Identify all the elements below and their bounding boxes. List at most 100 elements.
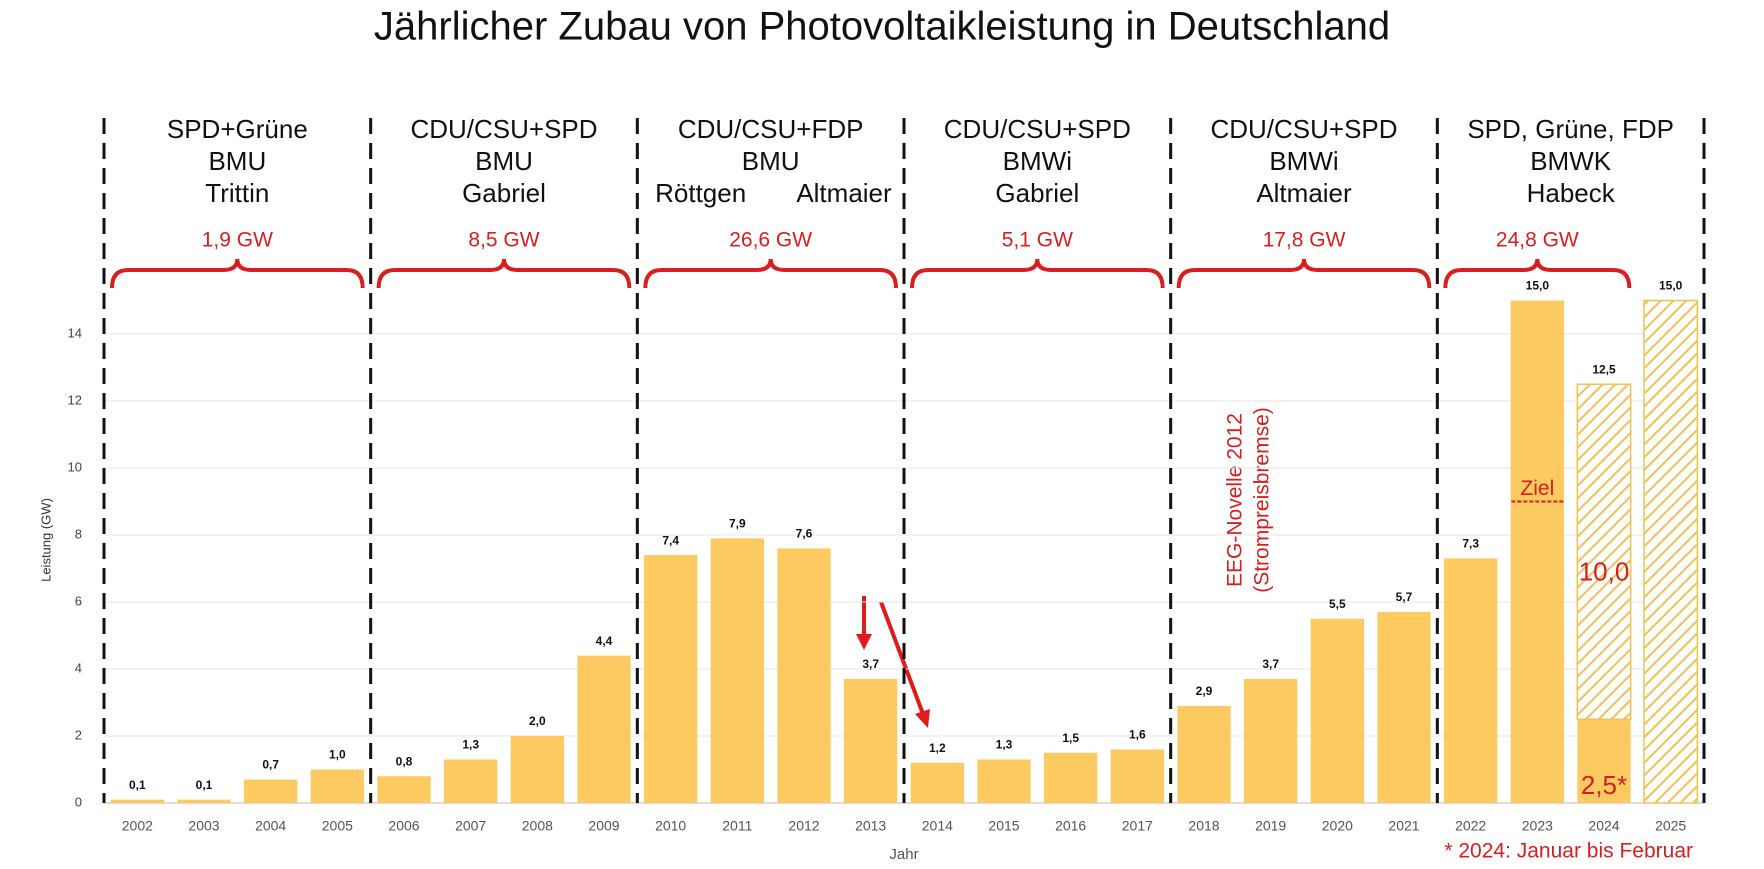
period-text: CDU/CSU+SPD bbox=[410, 114, 597, 144]
value-label: 5,7 bbox=[1396, 590, 1413, 604]
period-text: BMWi bbox=[1003, 146, 1072, 176]
period-text: SPD+Grüne bbox=[167, 114, 308, 144]
x-axis-label: Jahr bbox=[889, 846, 918, 863]
x-tick-label: 2017 bbox=[1122, 818, 1153, 834]
period-text: Altmaier bbox=[1256, 178, 1352, 208]
value-label: 7,4 bbox=[662, 533, 679, 547]
bar bbox=[844, 679, 898, 803]
arrow bbox=[879, 601, 925, 715]
x-tick-label: 2002 bbox=[122, 818, 153, 834]
x-tick-label: 2011 bbox=[722, 818, 752, 834]
brace bbox=[110, 258, 365, 289]
bar bbox=[1310, 618, 1364, 803]
bar bbox=[644, 555, 698, 803]
bar bbox=[310, 769, 364, 803]
bar bbox=[510, 736, 564, 803]
value-label: 15,0 bbox=[1526, 279, 1550, 293]
projected-bar bbox=[1576, 383, 1632, 720]
period-text: Altmaier bbox=[796, 178, 892, 208]
period-text: BMU bbox=[475, 146, 533, 176]
bar bbox=[1244, 679, 1298, 803]
value-label: 2,0 bbox=[529, 714, 546, 728]
bar bbox=[910, 762, 964, 803]
projected-bar bbox=[1643, 299, 1699, 804]
value-label: 0,1 bbox=[196, 778, 213, 792]
value-label: 1,6 bbox=[1129, 728, 1146, 742]
bar bbox=[1044, 752, 1098, 803]
period-text: CDU/CSU+SPD bbox=[1210, 114, 1397, 144]
arrow-head bbox=[856, 634, 872, 650]
period-text: Trittin bbox=[205, 178, 269, 208]
period-total: 17,8 GW bbox=[1263, 229, 1346, 252]
period-text: Gabriel bbox=[462, 178, 546, 208]
period-text: BMWi bbox=[1269, 146, 1338, 176]
total-label: 12,5 bbox=[1592, 362, 1616, 376]
bar bbox=[1177, 705, 1231, 803]
footnote: * 2024: Januar bis Februar bbox=[1444, 840, 1693, 863]
period-total: 26,6 GW bbox=[729, 229, 812, 252]
value-label: 7,6 bbox=[796, 527, 813, 541]
y-tick-label: 4 bbox=[75, 660, 82, 675]
bar bbox=[577, 655, 631, 803]
value-label: 15,0 bbox=[1659, 279, 1683, 293]
x-tick-label: 2008 bbox=[522, 818, 553, 834]
period-text: BMWK bbox=[1530, 146, 1612, 176]
value-label-inner: 2,5* bbox=[1581, 770, 1627, 800]
bar bbox=[977, 759, 1031, 803]
value-label: 7,3 bbox=[1462, 537, 1479, 551]
value-label: 0,1 bbox=[129, 778, 146, 792]
brace bbox=[376, 258, 632, 289]
brace bbox=[643, 258, 898, 289]
y-tick-label: 8 bbox=[75, 526, 82, 541]
period-text: BMU bbox=[742, 146, 800, 176]
x-tick-label: 2003 bbox=[188, 818, 219, 834]
value-label: 3,7 bbox=[862, 657, 879, 671]
period-total: 24,8 GW bbox=[1496, 229, 1579, 252]
period-text: Gabriel bbox=[995, 178, 1079, 208]
x-tick-label: 2022 bbox=[1455, 818, 1486, 834]
value-label: 5,5 bbox=[1329, 597, 1346, 611]
bar bbox=[1110, 749, 1164, 803]
value-label: 7,9 bbox=[729, 517, 746, 531]
x-tick-label: 2013 bbox=[855, 818, 886, 834]
x-tick-label: 2015 bbox=[988, 818, 1019, 834]
period-text: Habeck bbox=[1527, 178, 1616, 208]
value-label: 2,9 bbox=[1196, 684, 1213, 698]
y-tick-label: 14 bbox=[68, 325, 82, 340]
y-tick-label: 6 bbox=[75, 593, 82, 608]
period-text: CDU/CSU+SPD bbox=[944, 114, 1131, 144]
period-total: 5,1 GW bbox=[1002, 229, 1073, 252]
x-tick-label: 2021 bbox=[1388, 818, 1419, 834]
x-tick-label: 2018 bbox=[1188, 818, 1219, 834]
annotation-arrows bbox=[856, 596, 930, 728]
x-tick-label: 2016 bbox=[1055, 818, 1086, 834]
bar bbox=[444, 759, 498, 803]
x-tick-label: 2007 bbox=[455, 818, 486, 834]
annotation-text: EEG-Novelle 2012 bbox=[1224, 413, 1247, 587]
x-tick-label: 2012 bbox=[788, 818, 819, 834]
bar bbox=[1377, 612, 1431, 803]
brace bbox=[1443, 258, 1632, 289]
period-text: SPD, Grüne, FDP bbox=[1467, 114, 1674, 144]
x-tick-label: 2010 bbox=[655, 818, 686, 834]
value-label: 1,0 bbox=[329, 748, 346, 762]
annotation-text: (Strompreisbremse) bbox=[1251, 407, 1274, 593]
bar bbox=[710, 538, 764, 803]
bar bbox=[1444, 558, 1498, 803]
bar bbox=[1510, 300, 1564, 803]
bar bbox=[1577, 719, 1631, 803]
bar bbox=[244, 779, 298, 803]
x-tick-label: 2019 bbox=[1255, 818, 1286, 834]
x-tick-label: 2020 bbox=[1322, 818, 1353, 834]
x-tick-label: 2024 bbox=[1588, 818, 1619, 834]
x-tick-label: 2006 bbox=[388, 818, 419, 834]
x-tick-label: 2023 bbox=[1522, 818, 1553, 834]
value-label: 4,4 bbox=[596, 634, 613, 648]
bar bbox=[177, 799, 231, 803]
x-tick-label: 2005 bbox=[322, 818, 353, 834]
y-tick-label: 0 bbox=[75, 794, 82, 809]
brace bbox=[1176, 258, 1432, 289]
value-label: 1,3 bbox=[996, 738, 1013, 752]
